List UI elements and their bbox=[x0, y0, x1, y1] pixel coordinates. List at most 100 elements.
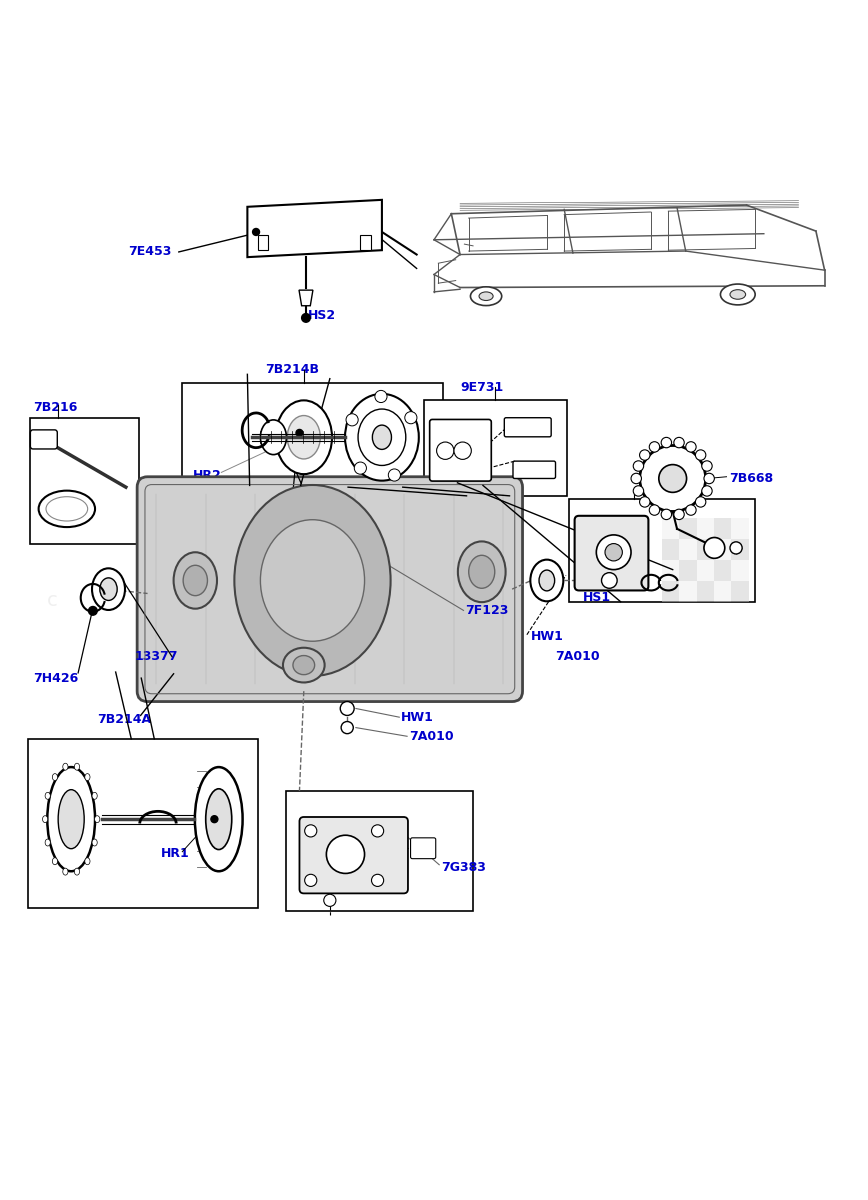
Text: 7B214B: 7B214B bbox=[265, 364, 319, 377]
Ellipse shape bbox=[45, 839, 50, 846]
Ellipse shape bbox=[730, 289, 746, 299]
Circle shape bbox=[326, 835, 365, 874]
Ellipse shape bbox=[479, 292, 493, 300]
FancyBboxPatch shape bbox=[504, 418, 551, 437]
Circle shape bbox=[372, 824, 384, 836]
Circle shape bbox=[640, 445, 706, 511]
Ellipse shape bbox=[92, 839, 97, 846]
Circle shape bbox=[730, 542, 742, 554]
Ellipse shape bbox=[287, 415, 320, 458]
Bar bbox=[697, 581, 714, 601]
Circle shape bbox=[640, 450, 650, 461]
Text: HR1: HR1 bbox=[161, 847, 189, 860]
Ellipse shape bbox=[39, 491, 95, 527]
Ellipse shape bbox=[85, 774, 90, 780]
Text: 7E453: 7E453 bbox=[128, 246, 172, 258]
Circle shape bbox=[253, 228, 260, 235]
Text: 7A010: 7A010 bbox=[409, 730, 453, 743]
Text: 7B214A: 7B214A bbox=[97, 713, 151, 726]
Bar bbox=[680, 518, 697, 539]
Bar bbox=[732, 560, 749, 581]
Circle shape bbox=[605, 544, 622, 560]
Circle shape bbox=[661, 437, 672, 448]
Bar bbox=[714, 518, 732, 539]
Circle shape bbox=[701, 486, 712, 496]
Bar bbox=[732, 539, 749, 560]
Ellipse shape bbox=[458, 541, 505, 602]
Ellipse shape bbox=[183, 565, 207, 595]
Circle shape bbox=[388, 469, 400, 481]
Bar bbox=[569, 499, 755, 601]
Circle shape bbox=[649, 442, 660, 452]
FancyBboxPatch shape bbox=[575, 516, 648, 590]
Ellipse shape bbox=[92, 792, 97, 799]
Text: HS1: HS1 bbox=[582, 590, 610, 604]
Circle shape bbox=[704, 538, 725, 558]
Bar bbox=[662, 539, 680, 560]
Circle shape bbox=[631, 473, 641, 484]
Bar bbox=[258, 234, 268, 250]
Text: 13377: 13377 bbox=[135, 650, 178, 662]
Ellipse shape bbox=[45, 792, 50, 799]
Ellipse shape bbox=[46, 497, 88, 521]
Circle shape bbox=[296, 430, 303, 437]
Ellipse shape bbox=[43, 816, 48, 823]
Ellipse shape bbox=[62, 763, 68, 770]
FancyBboxPatch shape bbox=[411, 838, 436, 859]
Text: 7B668: 7B668 bbox=[729, 472, 773, 485]
Circle shape bbox=[340, 702, 354, 715]
Ellipse shape bbox=[85, 858, 90, 865]
Ellipse shape bbox=[345, 394, 418, 481]
Bar bbox=[714, 581, 732, 601]
Circle shape bbox=[324, 894, 336, 906]
Ellipse shape bbox=[62, 868, 68, 875]
Circle shape bbox=[454, 442, 471, 460]
Ellipse shape bbox=[95, 816, 100, 823]
Text: 7F123: 7F123 bbox=[465, 604, 509, 617]
Bar bbox=[662, 518, 680, 539]
Ellipse shape bbox=[260, 420, 286, 455]
Ellipse shape bbox=[52, 774, 57, 780]
Bar bbox=[680, 560, 697, 581]
Ellipse shape bbox=[283, 648, 325, 683]
Ellipse shape bbox=[469, 556, 495, 588]
Text: HR2: HR2 bbox=[193, 469, 221, 482]
Ellipse shape bbox=[358, 409, 406, 466]
Bar bbox=[714, 539, 732, 560]
Text: 7G383: 7G383 bbox=[441, 860, 486, 874]
Circle shape bbox=[302, 313, 310, 323]
Bar bbox=[662, 560, 680, 581]
FancyBboxPatch shape bbox=[299, 817, 408, 893]
Circle shape bbox=[341, 721, 353, 733]
FancyBboxPatch shape bbox=[430, 420, 491, 481]
Circle shape bbox=[695, 450, 706, 461]
Circle shape bbox=[372, 875, 384, 887]
Circle shape bbox=[695, 497, 706, 508]
Ellipse shape bbox=[47, 767, 95, 871]
Ellipse shape bbox=[52, 858, 57, 865]
Ellipse shape bbox=[75, 763, 80, 770]
Circle shape bbox=[596, 535, 631, 570]
Circle shape bbox=[686, 442, 696, 452]
Text: HW1: HW1 bbox=[401, 710, 434, 724]
Text: c: c bbox=[47, 590, 57, 610]
Bar bbox=[680, 539, 697, 560]
Bar bbox=[714, 560, 732, 581]
Text: 7H426: 7H426 bbox=[33, 672, 78, 685]
Circle shape bbox=[305, 824, 317, 836]
Ellipse shape bbox=[100, 578, 117, 600]
Circle shape bbox=[674, 437, 684, 448]
Ellipse shape bbox=[539, 570, 555, 590]
Ellipse shape bbox=[206, 788, 232, 850]
Circle shape bbox=[661, 509, 672, 520]
Ellipse shape bbox=[470, 287, 502, 306]
Ellipse shape bbox=[194, 767, 243, 871]
Circle shape bbox=[375, 390, 387, 402]
Circle shape bbox=[404, 412, 417, 424]
Bar bbox=[424, 401, 567, 496]
Circle shape bbox=[701, 461, 712, 472]
Bar bbox=[697, 518, 714, 539]
Ellipse shape bbox=[58, 790, 84, 848]
Ellipse shape bbox=[92, 569, 125, 610]
FancyBboxPatch shape bbox=[513, 461, 556, 479]
